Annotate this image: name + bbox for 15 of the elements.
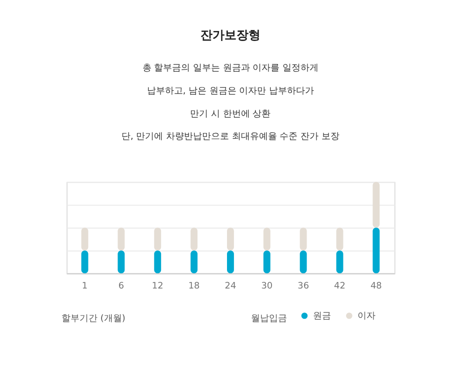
text: 월납입금 [251, 314, 288, 324]
x-tick-label: 30 [261, 282, 273, 292]
legend-label: 이자 [358, 312, 376, 322]
x-tick-label: 42 [334, 282, 346, 292]
x-tick-label: 36 [298, 282, 310, 292]
x-tick-label: 1 [82, 282, 88, 292]
x-tick-label: 24 [224, 282, 236, 292]
x-tick-label: 6 [118, 282, 124, 292]
x-tick-label: 18 [188, 282, 200, 292]
chart-title: 잔가보장형 [200, 28, 260, 42]
x-tick-label: 12 [152, 282, 164, 292]
legend-label: 원금 [312, 312, 331, 322]
text: 총 할부금의 일부는 원금과 이자를 일정하게 납부하고, 남은 원금은 이자만 납부하다가 만기 시 한번에 상환 단, 만기에 차량반납만으로 최대유예율 수준 잔가 보장 [122, 64, 340, 142]
text: 할부기간 (개월) [62, 314, 126, 324]
x-tick-label: 48 [370, 282, 382, 292]
